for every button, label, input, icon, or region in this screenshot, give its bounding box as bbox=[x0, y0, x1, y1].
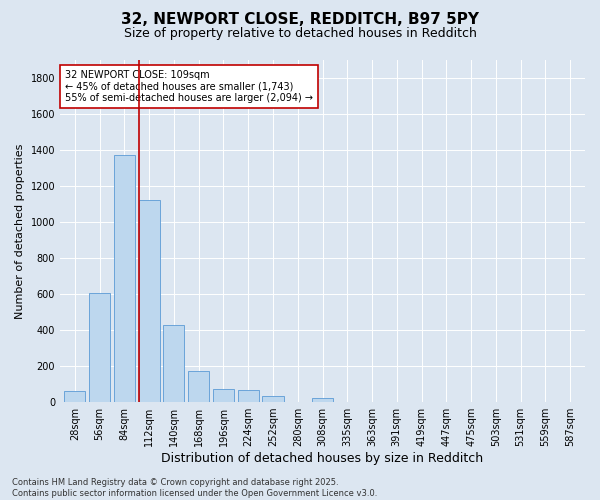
Y-axis label: Number of detached properties: Number of detached properties bbox=[15, 144, 25, 318]
Text: Contains HM Land Registry data © Crown copyright and database right 2025.
Contai: Contains HM Land Registry data © Crown c… bbox=[12, 478, 377, 498]
Bar bbox=[312, 398, 333, 402]
Bar bbox=[114, 156, 135, 402]
Bar bbox=[262, 396, 284, 402]
Bar bbox=[64, 392, 85, 402]
X-axis label: Distribution of detached houses by size in Redditch: Distribution of detached houses by size … bbox=[161, 452, 484, 465]
Text: 32, NEWPORT CLOSE, REDDITCH, B97 5PY: 32, NEWPORT CLOSE, REDDITCH, B97 5PY bbox=[121, 12, 479, 28]
Bar bbox=[188, 372, 209, 402]
Bar bbox=[213, 390, 234, 402]
Bar bbox=[163, 324, 184, 402]
Text: Size of property relative to detached houses in Redditch: Size of property relative to detached ho… bbox=[124, 28, 476, 40]
Bar bbox=[238, 390, 259, 402]
Bar bbox=[89, 293, 110, 402]
Text: 32 NEWPORT CLOSE: 109sqm
← 45% of detached houses are smaller (1,743)
55% of sem: 32 NEWPORT CLOSE: 109sqm ← 45% of detach… bbox=[65, 70, 313, 104]
Bar bbox=[139, 200, 160, 402]
